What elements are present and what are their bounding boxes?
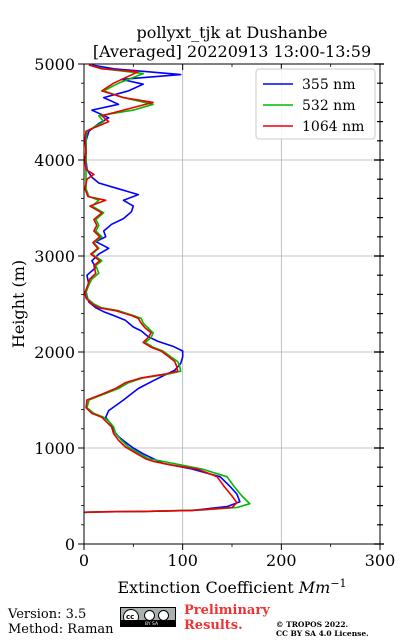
series-lines [83,64,251,514]
method-label: Method: Raman [8,622,114,637]
y-tick-label: 5000 [34,55,75,74]
x-tick-label: 200 [266,551,297,570]
x-axis-label: Extinction Coefficient Mm−1 [117,577,346,597]
x-axis-label-unit: Mm [298,578,331,597]
x-tick-label: 300 [365,551,396,570]
preliminary-line1: Preliminary [184,603,270,618]
cc-license-badge: cc BY SA [120,607,176,627]
y-axis-label: Height (m) [9,260,28,348]
legend-label: 355 nm [302,77,355,93]
y-tick-label: 4000 [34,151,75,170]
cc-badge-caption: BY SA [145,622,159,627]
chart-title: pollyxt_tjk at Dushanbe [136,23,327,42]
legend-label: 1064 nm [302,119,364,135]
preliminary-line2: Results. [184,618,243,633]
legend-label: 532 nm [302,98,355,114]
x-axis-label-exponent: −1 [330,577,346,590]
y-tick-label: 1000 [34,439,75,458]
y-tick-label: 0 [65,535,75,554]
x-tick-label: 0 [79,551,89,570]
legend-box [255,68,376,140]
copyright-line2: CC BY SA 4.0 License. [276,629,369,638]
series-line-355-nm [83,64,241,514]
preliminary-results-label: Preliminary Results. [184,603,270,633]
version-label: Version: 3.5 [8,607,87,622]
x-axis-label-text: Extinction Coefficient [117,578,298,597]
y-tick-label: 3000 [34,247,75,266]
series-line-1064-nm [83,64,238,514]
y-tick-label: 2000 [34,343,75,362]
legend: 355 nm 532 nm 1064 nm [255,68,376,140]
copyright-notice: © TROPOS 2022. CC BY SA 4.0 License. [276,620,369,638]
x-tick-label: 100 [167,551,198,570]
chart-subtitle: [Averaged] 20220913 13:00-13:59 [93,42,371,61]
copyright-line1: © TROPOS 2022. [276,620,349,629]
series-line-532-nm [83,64,251,514]
